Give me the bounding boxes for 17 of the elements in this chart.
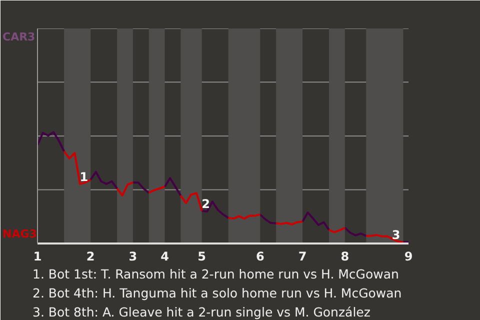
text: 2. Bot 4th: H. Tanguma hit a solo home run vs H. McGowan <box>32 286 402 300</box>
text: 1. Bot 1st: T. Ransom hit a 2-run home run vs H. McGowan <box>32 266 399 282</box>
x-tick-label: 7 <box>298 250 307 264</box>
text: 3. Bot 8th: A. Gleave hit a 2-run single vs M. González <box>32 304 371 320</box>
x-tick-label: 3 <box>128 250 138 264</box>
text: NAG3 <box>2 228 37 240</box>
x-tick-label: 4 <box>160 250 169 264</box>
annotation: 1 <box>80 170 88 184</box>
x-tick-label: 8 <box>340 250 350 264</box>
text: CAR3 <box>2 30 36 44</box>
x-tick-label: 5 <box>198 250 206 264</box>
annotation: 3 <box>392 228 400 242</box>
x-tick-label: 1 <box>33 250 42 264</box>
annotation: 2 <box>202 196 210 211</box>
x-tick-label: 6 <box>256 250 264 264</box>
x-tick-label: 9 <box>404 250 413 264</box>
x-tick-label: 2 <box>86 250 95 264</box>
